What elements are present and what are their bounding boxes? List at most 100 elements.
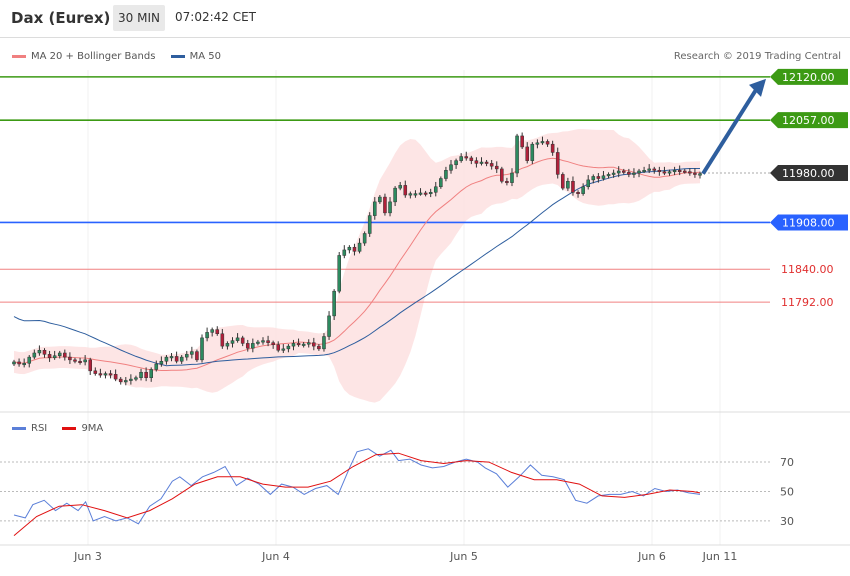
candle (418, 192, 423, 195)
candles (12, 132, 702, 386)
legend-swatch-ma50 (170, 54, 185, 58)
level-tag-11792.00: 11792.00 (781, 296, 834, 309)
candle (459, 156, 463, 161)
candle (184, 354, 189, 358)
candle (510, 172, 514, 183)
candle (306, 342, 311, 345)
ma20-line (13, 157, 701, 371)
legend-label-ma20: MA 20 + Bollinger Bands (31, 51, 156, 62)
candle (27, 356, 32, 364)
candle (403, 185, 408, 196)
candle (433, 186, 438, 193)
level-label-11840.00: 11840.00 (781, 263, 834, 276)
level-label-11980.00: 11980.00 (782, 167, 835, 180)
candle (357, 242, 362, 252)
candle (251, 343, 255, 349)
candle (134, 377, 138, 380)
legend-label-9ma: 9MA (81, 423, 104, 434)
candle (444, 170, 448, 179)
level-tag-bg (770, 214, 848, 231)
candle (535, 142, 540, 145)
candle (83, 359, 87, 363)
candle (68, 356, 72, 361)
candle (286, 345, 291, 350)
level-tag-12057.00: 12057.00 (770, 112, 848, 129)
candle (515, 135, 519, 174)
x-tick-label: Jun 5 (449, 550, 478, 563)
candle (98, 373, 103, 376)
candle (398, 185, 402, 189)
timeframe-button[interactable]: 30 MIN (113, 5, 165, 31)
candle (627, 172, 631, 175)
candle (439, 178, 443, 188)
candle (698, 173, 702, 176)
candle (261, 340, 265, 343)
candle (118, 378, 123, 383)
candle (693, 172, 697, 175)
candle (622, 170, 626, 173)
candle (230, 340, 235, 344)
candle (637, 170, 641, 174)
candle (332, 290, 336, 317)
candle (215, 329, 220, 335)
candle (682, 170, 687, 173)
level-label-11792.00: 11792.00 (781, 296, 834, 309)
candle (581, 186, 585, 194)
candle (256, 341, 260, 344)
rsi-line (13, 448, 701, 525)
candle (540, 141, 545, 144)
candle (423, 192, 428, 195)
rsi-legend: RSI 9MA (12, 423, 115, 434)
rsi-panel: 70 50 30 (0, 448, 794, 536)
candle (383, 196, 387, 214)
legend-item-9ma: 9MA (62, 423, 103, 434)
candle (428, 192, 433, 195)
candle (312, 342, 316, 347)
candle (235, 337, 240, 341)
candle (154, 363, 159, 370)
candle (164, 356, 169, 362)
candle (32, 352, 37, 358)
candle (464, 156, 469, 159)
candle (596, 176, 601, 179)
candle (179, 356, 184, 362)
rsi-9ma-line (13, 452, 701, 536)
candle (672, 170, 677, 173)
level-tag-12120.00: 12120.00 (770, 68, 848, 85)
candle (103, 373, 108, 376)
candle (63, 352, 67, 358)
candle (342, 249, 347, 256)
moving-averages (13, 157, 701, 371)
candle (500, 168, 504, 182)
candle (652, 168, 657, 171)
level-tag-11840.00: 11840.00 (781, 263, 834, 276)
bollinger-band (14, 129, 700, 403)
candle (149, 369, 153, 378)
candle (266, 340, 270, 343)
candle (494, 165, 499, 170)
candle (525, 146, 530, 161)
candle (657, 170, 662, 173)
candle (37, 349, 42, 354)
legend-label-ma50: MA 50 (189, 51, 221, 62)
candle (561, 174, 565, 189)
candle (373, 201, 377, 216)
candle (408, 193, 413, 196)
candle (12, 361, 16, 365)
rsi-tick-label: 50 (780, 485, 794, 498)
candle (57, 352, 62, 356)
candle (322, 336, 326, 350)
candle (88, 359, 92, 372)
candle (195, 351, 199, 361)
candle (484, 161, 489, 164)
candle (642, 170, 646, 173)
x-tick-label: Jun 11 (702, 550, 738, 563)
candle (200, 337, 204, 361)
candle (566, 181, 570, 189)
candle (271, 342, 275, 345)
level-labels: 12120.00 12057.00 11980.00 11908.00 11840.00… (770, 68, 848, 309)
candle (337, 255, 341, 292)
candle (78, 360, 82, 363)
candle (225, 343, 230, 347)
